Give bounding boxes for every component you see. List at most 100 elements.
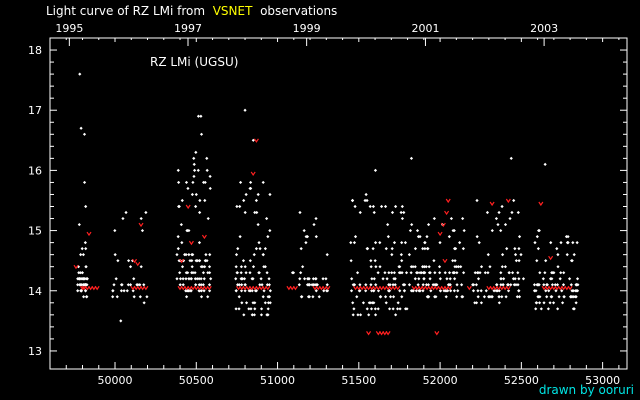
visual-point: [190, 265, 194, 269]
visual-point: [178, 271, 182, 275]
visual-point: [78, 72, 82, 76]
visual-point: [388, 295, 393, 299]
visual-point: [178, 277, 183, 281]
visual-point: [115, 295, 119, 299]
visual-point: [459, 283, 464, 287]
visual-point: [187, 253, 191, 257]
ccd-point: [538, 201, 544, 207]
ccd-point: [188, 240, 194, 246]
visual-point: [427, 265, 431, 269]
visual-point: [83, 283, 88, 287]
visual-point: [243, 108, 247, 112]
credit-text: drawn by ooruri: [538, 383, 634, 397]
visual-point: [499, 228, 503, 233]
visual-point: [482, 295, 487, 299]
visual-point: [201, 283, 205, 287]
x-tick-label: 52000: [423, 374, 458, 387]
visual-point: [473, 301, 477, 305]
ccd-point: [135, 261, 141, 267]
visual-point: [79, 289, 84, 293]
visual-point: [138, 283, 142, 287]
visual-point: [199, 283, 203, 287]
visual-point: [239, 271, 243, 275]
visual-point: [353, 204, 357, 209]
visual-point: [114, 277, 118, 281]
visual-point: [239, 289, 244, 293]
visual-point: [372, 277, 376, 281]
visual-point: [240, 301, 244, 305]
visual-point: [370, 289, 374, 293]
visual-point: [423, 265, 427, 269]
visual-point: [546, 307, 550, 311]
visual-point: [374, 283, 378, 287]
visual-point: [500, 295, 504, 299]
visual-point: [189, 289, 193, 293]
visual-point: [376, 271, 380, 275]
visual-point: [554, 289, 558, 293]
visual-point: [387, 271, 391, 275]
visual-point: [478, 271, 482, 275]
visual-point: [371, 301, 375, 305]
visual-point: [536, 295, 540, 299]
visual-point: [361, 301, 366, 305]
visual-point: [372, 210, 376, 215]
ccd-point: [265, 285, 271, 291]
visual-point: [400, 241, 404, 245]
visual-point: [438, 277, 442, 281]
visual-point: [208, 186, 212, 191]
visual-point: [516, 210, 520, 215]
visual-point: [262, 265, 266, 269]
visual-point: [365, 307, 369, 311]
visual-point: [560, 301, 565, 305]
visual-point: [253, 289, 258, 293]
y-tick-label: 17: [28, 104, 42, 117]
ccd-point: [395, 285, 401, 291]
visual-point: [533, 241, 537, 245]
visual-point: [311, 277, 315, 281]
visual-point: [266, 313, 270, 317]
visual-point: [180, 241, 184, 245]
visual-point: [448, 283, 452, 287]
visual-point: [203, 265, 207, 269]
visual-point: [76, 283, 80, 287]
visual-point: [121, 216, 125, 221]
visual-point: [511, 277, 516, 281]
visual-point: [175, 277, 179, 281]
visual-point: [555, 283, 560, 287]
visual-point: [358, 283, 362, 287]
visual-point: [84, 247, 88, 251]
visual-point: [194, 192, 198, 197]
visual-point: [438, 241, 442, 245]
visual-point: [399, 210, 403, 215]
visual-point: [500, 265, 504, 269]
visual-point: [311, 283, 316, 287]
visual-point: [358, 313, 363, 317]
visual-point: [394, 313, 398, 317]
visual-point: [234, 277, 238, 281]
plot-frame: [49, 37, 628, 370]
visual-point: [199, 277, 203, 281]
visual-point: [545, 295, 549, 299]
visual-point: [452, 247, 457, 251]
title-prefix: Light curve of RZ LMi from: [46, 4, 206, 18]
visual-point: [322, 289, 326, 293]
visual-point: [460, 295, 464, 299]
visual-point: [390, 253, 394, 257]
visual-point: [364, 283, 368, 287]
visual-point: [416, 283, 420, 287]
visual-point: [266, 295, 270, 299]
visual-point: [570, 259, 574, 263]
visual-point: [432, 216, 436, 221]
visual-point: [268, 301, 272, 305]
visual-point: [555, 247, 559, 251]
visual-point: [128, 265, 133, 269]
visual-point: [265, 271, 269, 275]
visual-point: [191, 271, 195, 275]
visual-point: [421, 283, 425, 287]
visual-point: [571, 307, 575, 311]
visual-point: [261, 180, 265, 185]
visual-point: [251, 138, 255, 142]
visual-point: [476, 295, 480, 299]
visual-point: [207, 283, 212, 287]
visual-point: [548, 301, 552, 305]
